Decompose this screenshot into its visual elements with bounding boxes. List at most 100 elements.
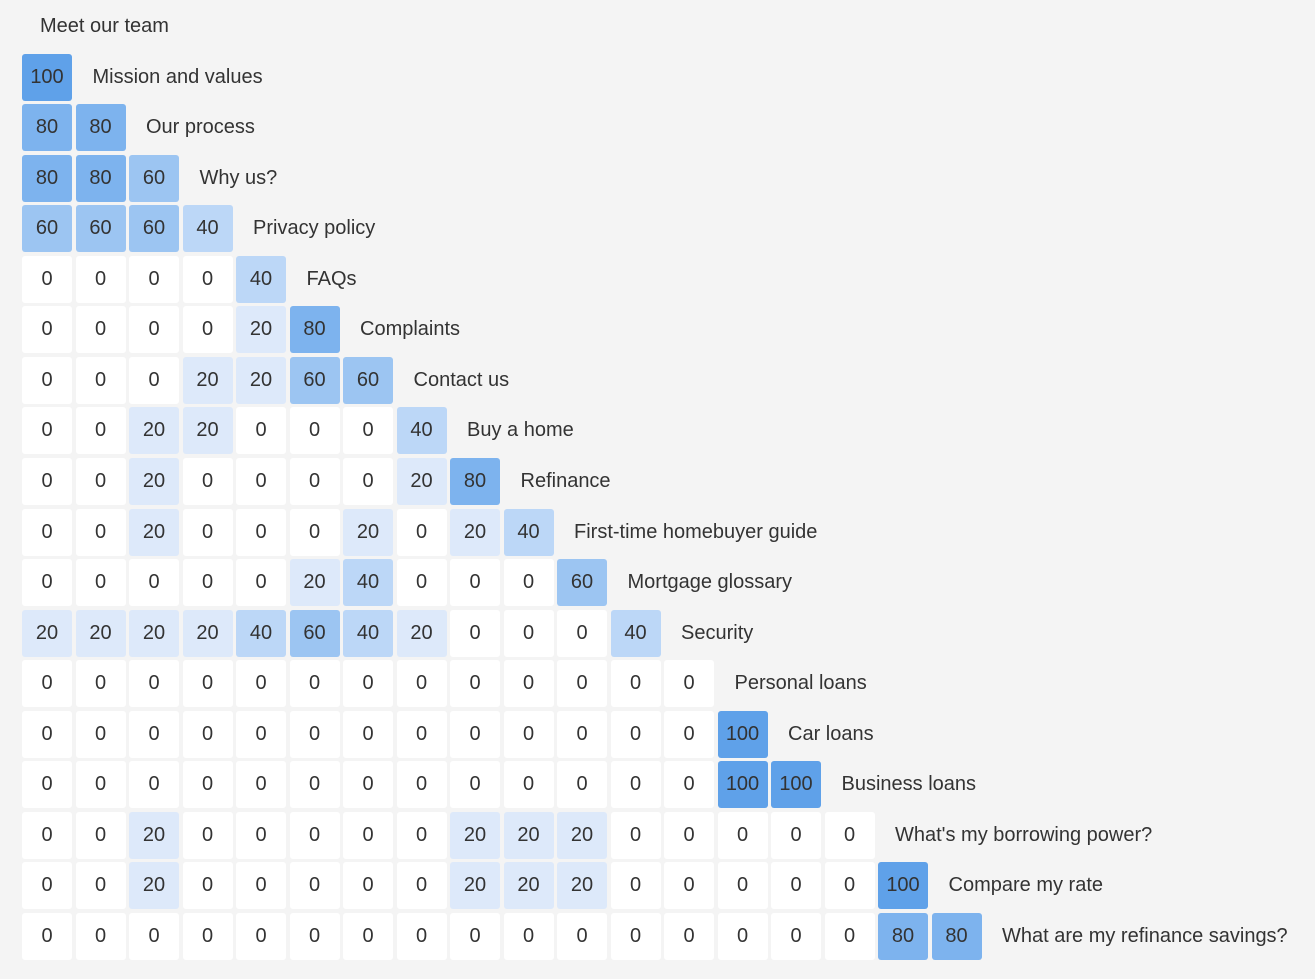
matrix-cell: 80 <box>22 104 72 152</box>
matrix-cell: 0 <box>236 559 286 607</box>
matrix-cell: 0 <box>557 710 607 758</box>
row-label: What's my borrowing power? <box>895 823 1153 846</box>
matrix-cell: 0 <box>75 862 126 910</box>
matrix-cell: 0 <box>129 255 179 303</box>
row-label: Contact us <box>413 368 510 391</box>
matrix-cell: 0 <box>129 761 179 809</box>
matrix-cell: 20 <box>182 609 233 657</box>
row-label: Compare my rate <box>948 874 1104 897</box>
matrix-cell: 40 <box>396 407 447 455</box>
matrix-cell: 0 <box>22 912 72 960</box>
matrix-cell: 0 <box>396 559 447 607</box>
matrix-cell: 80 <box>878 912 928 960</box>
matrix-cell: 0 <box>182 660 233 708</box>
matrix-cell: 0 <box>343 407 393 455</box>
matrix-cell: 0 <box>22 559 72 607</box>
matrix-cell: 0 <box>503 559 554 607</box>
matrix-cell: 20 <box>75 609 126 657</box>
matrix-cell: 0 <box>236 508 286 556</box>
matrix-cell: 20 <box>129 508 179 556</box>
matrix-cell: 0 <box>664 862 714 910</box>
row-label: Our process <box>146 116 255 139</box>
matrix-cell: 0 <box>129 559 179 607</box>
matrix-cell: 0 <box>610 811 661 859</box>
matrix-cell: 20 <box>450 508 500 556</box>
matrix-cell: 20 <box>182 407 233 455</box>
row-label: Mission and values <box>92 65 263 88</box>
matrix-cell: 40 <box>343 609 393 657</box>
matrix-cell: 0 <box>236 761 286 809</box>
matrix-cell: 0 <box>182 457 233 505</box>
matrix-cell: 20 <box>396 609 447 657</box>
matrix-cell: 60 <box>22 205 72 253</box>
matrix-cell: 0 <box>75 660 126 708</box>
matrix-cell: 0 <box>22 761 72 809</box>
matrix-cell: 0 <box>824 912 875 960</box>
matrix-cell: 0 <box>129 356 179 404</box>
row-label: Complaints <box>360 318 461 341</box>
matrix-cell: 0 <box>450 912 500 960</box>
matrix-cell: 0 <box>236 811 286 859</box>
matrix-cell: 0 <box>22 407 72 455</box>
matrix-cell: 0 <box>22 356 72 404</box>
matrix-cell: 20 <box>129 862 179 910</box>
row-label: Buy a home <box>467 419 574 442</box>
matrix-cell: 0 <box>75 912 126 960</box>
matrix-cell: 0 <box>503 609 554 657</box>
matrix-cell: 0 <box>289 407 340 455</box>
matrix-cell: 0 <box>182 255 233 303</box>
matrix-cell: 20 <box>450 811 500 859</box>
matrix-cell: 0 <box>289 862 340 910</box>
matrix-cell: 0 <box>182 912 233 960</box>
matrix-cell: 0 <box>182 559 233 607</box>
matrix-cell: 20 <box>557 862 607 910</box>
matrix-cell: 20 <box>503 811 554 859</box>
matrix-cell: 0 <box>236 912 286 960</box>
matrix-cell: 60 <box>129 205 179 253</box>
matrix-cell: 0 <box>450 710 500 758</box>
matrix-cell: 0 <box>236 407 286 455</box>
matrix-cell: 0 <box>771 811 821 859</box>
matrix-cell: 40 <box>503 508 554 556</box>
matrix-cell: 0 <box>75 710 126 758</box>
matrix-cell: 20 <box>503 862 554 910</box>
matrix-cell: 80 <box>931 912 982 960</box>
matrix-cell: 0 <box>557 761 607 809</box>
matrix-cell: 40 <box>236 255 286 303</box>
matrix-cell: 0 <box>450 609 500 657</box>
matrix-cell: 80 <box>289 306 340 354</box>
matrix-cell: 0 <box>236 862 286 910</box>
matrix-cell: 0 <box>289 811 340 859</box>
matrix-cell: 0 <box>343 710 393 758</box>
matrix-cell: 20 <box>236 306 286 354</box>
matrix-cell: 0 <box>610 660 661 708</box>
matrix-cell: 0 <box>289 660 340 708</box>
matrix-cell: 100 <box>717 761 768 809</box>
row-label: What are my refinance savings? <box>1002 924 1288 947</box>
matrix-cell: 0 <box>610 862 661 910</box>
matrix-cell: 20 <box>129 811 179 859</box>
matrix-cell: 0 <box>396 508 447 556</box>
matrix-cell: 60 <box>129 154 179 202</box>
matrix-cell: 20 <box>289 559 340 607</box>
matrix-cell: 0 <box>396 862 447 910</box>
matrix-cell: 60 <box>289 609 340 657</box>
matrix-cell: 0 <box>289 508 340 556</box>
matrix-cell: 60 <box>557 559 607 607</box>
matrix-cell: 0 <box>75 811 126 859</box>
matrix-cell: 0 <box>396 660 447 708</box>
row-label: Mortgage glossary <box>627 571 793 594</box>
matrix-cell: 100 <box>22 53 72 101</box>
matrix-cell: 0 <box>771 862 821 910</box>
matrix-cell: 20 <box>343 508 393 556</box>
matrix-cell: 20 <box>129 609 179 657</box>
matrix-cell: 0 <box>22 457 72 505</box>
matrix-cell: 0 <box>557 609 607 657</box>
matrix-cell: 0 <box>22 710 72 758</box>
matrix-cell: 0 <box>75 255 126 303</box>
matrix-cell: 0 <box>343 862 393 910</box>
matrix-cell: 0 <box>289 761 340 809</box>
matrix-cell: 0 <box>236 660 286 708</box>
matrix-cell: 0 <box>717 912 768 960</box>
